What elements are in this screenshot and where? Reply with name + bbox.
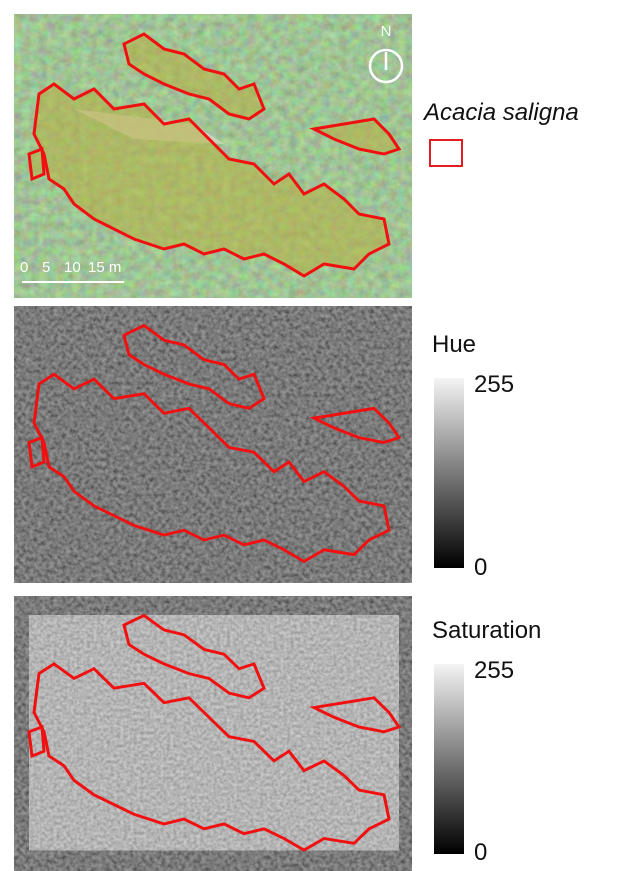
colorbar-max: 255 (474, 371, 514, 398)
scale-label: 5 (42, 259, 50, 276)
scale-label: 10 (64, 259, 81, 276)
saturation-image (14, 596, 412, 871)
legend-swatch (430, 140, 462, 166)
rgb-image: N 0 5 10 15 m (14, 14, 412, 298)
colorbar-min: 0 (474, 554, 487, 581)
colorbar-min: 0 (474, 839, 487, 866)
figure: N 0 5 10 15 m Acacia saligna Hue 255 0 S… (0, 0, 629, 871)
legend-title: Saturation (432, 617, 541, 644)
hue-image (14, 306, 412, 583)
scale-label: 15 m (88, 259, 121, 276)
colorbar (434, 378, 464, 568)
north-label: N (381, 23, 392, 40)
page: N 0 5 10 15 m Acacia saligna Hue 255 0 S… (0, 0, 629, 871)
legend-title: Hue (432, 331, 476, 358)
legend-title: Acacia saligna (422, 99, 579, 126)
colorbar (434, 664, 464, 854)
scale-label: 0 (20, 259, 28, 276)
colorbar-max: 255 (474, 657, 514, 684)
